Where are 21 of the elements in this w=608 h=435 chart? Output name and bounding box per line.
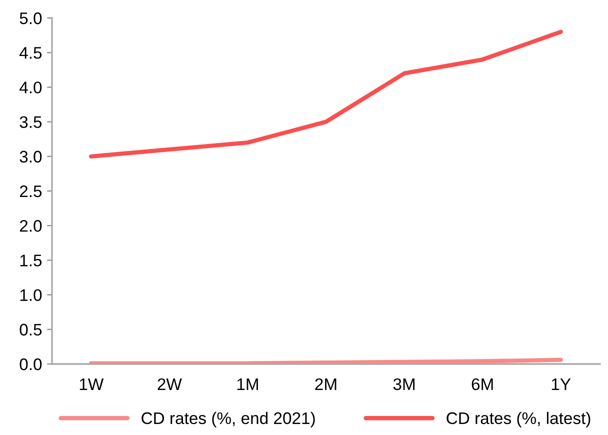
y-tick-label: 0.0 [20,358,42,370]
y-tick-label: 0.5 [20,324,42,336]
y-tick-label: 2.0 [20,220,42,232]
y-tick-label: 4.0 [19,82,42,94]
x-tick-label: 2W [158,378,182,390]
y-tick-label: 1.5 [20,254,42,266]
y-tick-label: 3.0 [20,150,42,163]
x-tick-label: 2M [315,378,336,390]
x-tick-label: 6M [472,378,493,390]
x-tick-label: 1W [80,378,104,390]
line-series [89,30,563,158]
x-tick-label: 1M [237,378,258,390]
y-tick-label: 4.5 [19,47,42,59]
y-tick-label: 3.5 [20,116,42,128]
legend-label: CD rates (%, end 2021) [142,412,315,428]
y-tick-label: 5.0 [20,12,42,24]
y-tick-label: 1.0 [20,289,42,302]
x-tick-label: 1Y [552,378,571,390]
x-tick-label: 3M [393,378,414,390]
y-tick-label: 2.5 [20,185,42,198]
legend-label: CD rates (%, latest) [446,412,590,428]
